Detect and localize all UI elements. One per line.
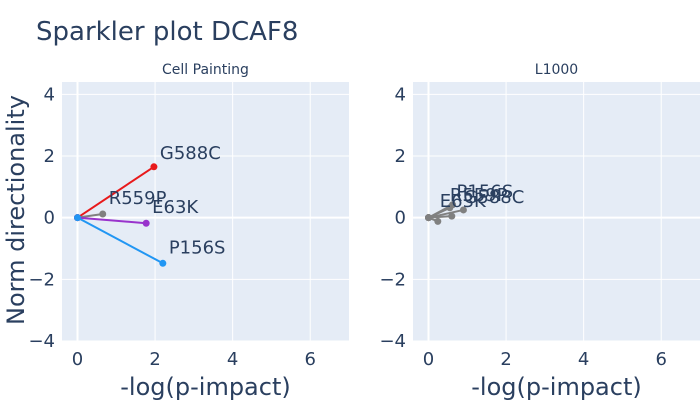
y-tick-label: 0 (44, 208, 55, 229)
series-line (77, 216, 164, 265)
series-line (428, 215, 452, 219)
panel-cell-painting: 0 2 4 6 −4 −2 0 2 4 Cell Painting -log(p-impact) G5… (28, 62, 349, 400)
point-label: P156S (457, 182, 514, 203)
y-tick-label: 2 (395, 146, 406, 167)
chart-title: Sparkler plot DCAF8 (36, 17, 298, 47)
origin-point (425, 214, 433, 222)
point-label: R559P (109, 188, 167, 209)
x-tick-label: 6 (655, 349, 666, 370)
x-tick-label: 2 (500, 349, 511, 370)
panels-layer: 0 2 4 6 −4 −2 0 2 4 Cell Painting -log(p-impact) G5… (28, 62, 700, 400)
y-tick-label: −2 (379, 269, 406, 290)
data-point (459, 206, 467, 214)
x-tick-label: 4 (227, 349, 238, 370)
x-tick-label: 4 (578, 349, 589, 370)
origin-point (74, 214, 82, 222)
panel-title: L1000 (535, 62, 578, 78)
point-label: G588C (463, 187, 524, 208)
point-label: G588C (160, 143, 221, 164)
point-label: E63K (152, 197, 199, 218)
y-tick-label: −4 (28, 331, 55, 352)
y-tick-label: 2 (44, 146, 55, 167)
panel-l1000: 0 2 4 6 −4 −2 0 2 4 L1000 -log(p-impact) P156SR559P… (379, 62, 700, 400)
y-tick-label: −4 (379, 331, 406, 352)
data-point (446, 204, 454, 212)
data-point (434, 217, 442, 225)
plot-background (62, 82, 349, 341)
data-point (150, 163, 158, 171)
y-tick-label: −2 (28, 269, 55, 290)
y-tick-label: 4 (44, 84, 55, 105)
x-axis-title: -log(p-impact) (120, 373, 290, 400)
point-label: E63K (440, 191, 487, 212)
point-label: P156S (169, 237, 226, 258)
x-tick-label: 2 (149, 349, 160, 370)
data-point (448, 212, 456, 220)
series-line (76, 165, 155, 219)
data-point (142, 219, 150, 227)
data-point (159, 259, 167, 267)
x-tick-label: 0 (423, 349, 434, 370)
x-axis-title: -log(p-impact) (471, 373, 641, 400)
point-label: R559P (450, 185, 508, 206)
y-axis-title: Norm directionality (2, 95, 30, 325)
panel-title: Cell Painting (162, 62, 249, 78)
data-point (99, 210, 107, 218)
y-tick-label: 0 (395, 208, 406, 229)
y-tick-label: 4 (395, 84, 406, 105)
x-tick-label: 0 (72, 349, 83, 370)
series-line (77, 216, 147, 225)
x-tick-label: 6 (304, 349, 315, 370)
